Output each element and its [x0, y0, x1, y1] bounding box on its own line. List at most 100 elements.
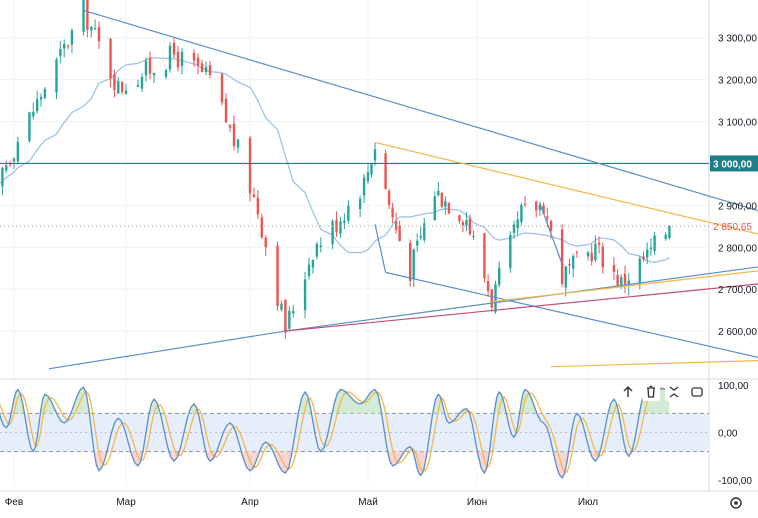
candle-83 — [437, 181, 440, 197]
candle-28 — [140, 73, 144, 92]
candle-body-93 — [486, 281, 490, 291]
candle-body-80 — [419, 235, 422, 238]
delete-button[interactable] — [642, 383, 660, 401]
trendline-8 — [285, 283, 758, 332]
collapse-pane-button[interactable] — [665, 383, 683, 401]
candle-97 — [509, 231, 512, 273]
candle-body-41 — [208, 65, 212, 75]
candle-106 — [549, 219, 553, 240]
candle-body-103 — [538, 204, 542, 211]
candle-47 — [248, 135, 252, 202]
candle-body-3 — [5, 165, 8, 171]
candle-body-40 — [204, 67, 208, 73]
candle-body-115 — [597, 242, 601, 245]
candle-44 — [228, 124, 232, 132]
settings-button[interactable] — [730, 497, 742, 509]
candle-body-105 — [546, 216, 549, 219]
candle-22 — [109, 37, 112, 88]
candle-21 — [97, 21, 101, 49]
candle-15 — [66, 44, 70, 50]
candle-32 — [164, 68, 168, 80]
candle-body-98 — [512, 224, 516, 233]
candle-34 — [172, 38, 176, 59]
candle-43 — [224, 93, 228, 124]
candle-body-39 — [200, 63, 204, 73]
candle-body-60 — [315, 243, 319, 257]
candle-9 — [35, 90, 39, 114]
candle-body-128 — [668, 226, 671, 239]
candle-87 — [458, 214, 461, 224]
stochastic-y-tick-label-1: 0,00 — [718, 429, 738, 440]
candle-67 — [358, 195, 362, 218]
candle-body-24 — [117, 81, 120, 94]
candle-body-58 — [307, 264, 311, 277]
candle-52 — [276, 241, 279, 311]
candle-96 — [498, 261, 501, 288]
candle-55 — [288, 306, 291, 331]
candle-body-30 — [148, 57, 152, 74]
candle-body-72 — [384, 153, 387, 189]
stochastic-panel — [0, 386, 709, 479]
candle-70 — [370, 164, 373, 178]
move-up-button[interactable] — [619, 383, 637, 401]
candle-body-27 — [136, 84, 140, 87]
candle-body-109 — [568, 263, 571, 266]
candle-body-78 — [412, 249, 415, 279]
candle-body-53 — [280, 303, 283, 310]
candle-93 — [486, 274, 490, 297]
candle-76 — [398, 220, 401, 242]
candle-body-11 — [43, 89, 47, 98]
delete-button-bg[interactable] — [642, 383, 660, 401]
candle-body-87 — [458, 215, 461, 222]
candle-122 — [638, 255, 641, 290]
candle-13 — [59, 41, 62, 64]
candle-100 — [520, 202, 523, 226]
candle-body-61 — [319, 245, 322, 248]
candle-53 — [280, 300, 283, 312]
candle-body-114 — [594, 243, 597, 260]
candle-body-108 — [564, 266, 567, 288]
candle-89 — [465, 212, 468, 232]
candle-body-62 — [331, 221, 334, 245]
candle-body-20 — [93, 28, 97, 30]
axes-layer: 3 300,00 3 200,00 3 100,00 2 900,00 2 800,00… — [5, 34, 758, 508]
candle-58 — [307, 257, 311, 280]
candle-body-16 — [70, 30, 74, 45]
candle-48 — [252, 187, 256, 198]
candle-6 — [16, 136, 20, 165]
candle-72 — [384, 149, 387, 190]
stochastic-k-line — [0, 386, 670, 479]
stochastic-d-line — [0, 386, 670, 474]
candle-body-21 — [97, 27, 101, 42]
maximize-pane-button-bg[interactable] — [688, 383, 706, 401]
candle-61 — [319, 237, 322, 253]
candle-81 — [423, 217, 426, 243]
candle-20 — [93, 19, 97, 31]
candle-63 — [335, 211, 338, 237]
candle-body-6 — [16, 141, 20, 162]
candle-86 — [447, 202, 451, 215]
trendline-9 — [539, 203, 563, 265]
candle-body-9 — [35, 98, 39, 112]
candle-body-76 — [398, 225, 401, 241]
maximize-pane-button[interactable] — [688, 383, 706, 401]
candle-107 — [560, 224, 564, 287]
candle-91 — [472, 230, 475, 241]
candle-59 — [311, 259, 315, 274]
candle-body-82 — [433, 196, 437, 220]
candle-body-85 — [444, 200, 447, 207]
candle-51 — [264, 235, 267, 257]
candle-body-8 — [32, 111, 35, 117]
candle-25 — [120, 81, 124, 95]
candle-body-104 — [542, 205, 545, 214]
candle-8 — [32, 102, 35, 120]
candle-body-32 — [164, 70, 168, 77]
candle-82 — [433, 191, 437, 221]
candle-90 — [468, 214, 472, 236]
candle-116 — [601, 242, 604, 274]
maximize-icon — [691, 387, 703, 397]
collapse-pane-button-bg[interactable] — [665, 383, 683, 401]
candle-62 — [331, 219, 334, 250]
candle-body-14 — [63, 44, 66, 49]
